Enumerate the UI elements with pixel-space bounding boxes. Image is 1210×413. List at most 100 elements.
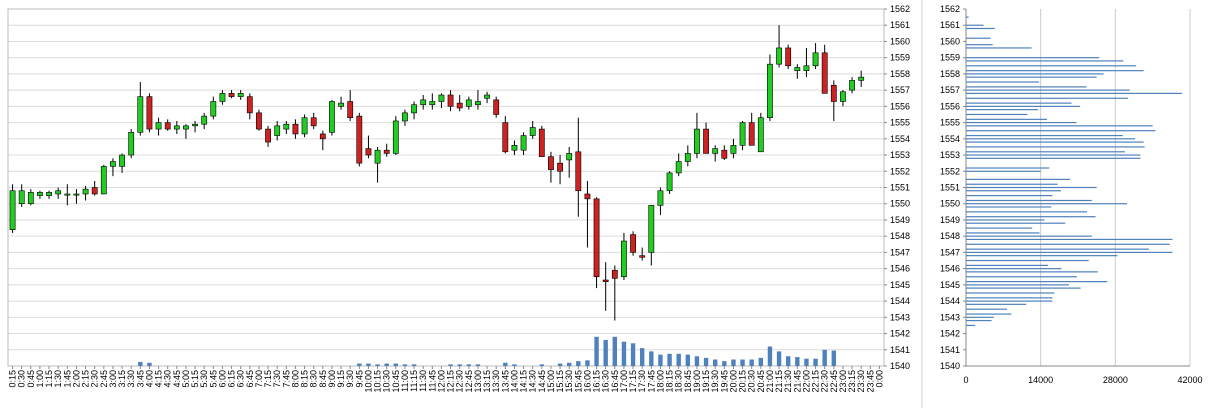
candle-body <box>64 193 71 196</box>
profile-bar <box>966 134 1123 137</box>
candle-body <box>639 255 646 258</box>
profile-bar <box>966 292 1055 294</box>
x-tick-label: 21:30 <box>783 370 793 393</box>
y-tick-label: 1551 <box>890 183 910 193</box>
candle-body <box>538 128 545 157</box>
candle-body <box>374 149 381 164</box>
profile-bar <box>966 319 992 322</box>
y-tick-label: 1552 <box>890 166 910 176</box>
x-tick-label: 12:45 <box>464 370 474 393</box>
x-tick-label: 20:45 <box>756 370 766 393</box>
profile-y-tick-label: 1548 <box>940 231 960 241</box>
candle-body <box>347 101 354 119</box>
candle-body <box>237 93 244 97</box>
profile-bar <box>966 60 1124 62</box>
candle-body <box>575 151 582 192</box>
profile-y-tick-label: 1544 <box>940 296 960 306</box>
y-tick-label: 1558 <box>890 69 910 79</box>
profile-bar <box>966 121 1077 124</box>
volume-bar <box>813 358 818 366</box>
x-tick-label: 16:00 <box>582 370 592 393</box>
x-tick-label: 14:30 <box>528 370 538 393</box>
profile-y-tick-label: 1558 <box>940 69 960 79</box>
main-gridlines <box>7 8 885 367</box>
candle-body <box>511 145 518 151</box>
x-tick-label: 7:45 <box>281 370 291 388</box>
profile-bar <box>966 24 984 26</box>
profile-y-tick-label: 1542 <box>940 329 960 339</box>
x-tick-label: 23:15 <box>847 370 857 393</box>
x-tick-label: 9:15 <box>336 370 346 388</box>
volume-bar <box>795 357 800 366</box>
volume-bar <box>384 363 389 366</box>
x-tick-label: 11:00 <box>400 370 410 392</box>
x-tick-label: 13:00 <box>473 370 483 393</box>
profile-bar <box>966 300 1053 302</box>
x-tick-label: 3:30 <box>126 370 136 388</box>
profile-bar <box>966 118 1048 120</box>
volume-bar <box>603 340 608 366</box>
volume-bar <box>138 361 143 366</box>
candle-body <box>666 172 673 192</box>
profile-bar <box>966 227 1033 229</box>
x-tick-label: 2:00 <box>71 370 81 388</box>
candle-body <box>383 149 390 154</box>
candle-body <box>657 190 664 206</box>
x-tick-label: 19:15 <box>701 370 711 393</box>
x-tick-label: 18:45 <box>683 370 693 393</box>
x-tick-label: 6:00 <box>217 370 227 388</box>
volume-bar <box>402 364 408 366</box>
profile-bar <box>966 190 1061 192</box>
candle-body <box>429 101 436 106</box>
x-tick-label: 16:30 <box>601 370 611 393</box>
profile-bar <box>966 238 1173 241</box>
candle-body <box>712 148 719 154</box>
x-tick-label: 9:45 <box>354 370 364 388</box>
candle-body <box>821 52 828 94</box>
candle-body <box>757 117 764 153</box>
volume-bar <box>712 359 718 366</box>
profile-bar <box>966 324 976 327</box>
profile-y-tick-label: 1553 <box>940 150 960 160</box>
y-tick-label: 1559 <box>890 53 910 63</box>
x-tick-label: 4:00 <box>144 370 154 388</box>
candle-body <box>46 192 52 196</box>
candle-body <box>785 47 792 67</box>
volume-bar <box>457 364 462 366</box>
candle-body <box>684 153 691 162</box>
candle-body <box>675 161 682 174</box>
x-tick-label: 17:30 <box>637 370 647 393</box>
volume-bar <box>639 348 645 366</box>
x-tick-label: 23:30 <box>856 370 866 393</box>
x-tick-label: 22:00 <box>801 370 811 393</box>
candle-body <box>411 104 417 114</box>
candle-body <box>82 188 89 195</box>
x-tick-label: 13:15 <box>482 370 492 393</box>
profile-bar <box>966 308 1008 310</box>
profile-y-tick-label: 1554 <box>940 134 960 144</box>
candle-body <box>520 135 527 151</box>
x-tick-label: 13:30 <box>491 370 501 393</box>
x-tick-label: 18:15 <box>665 370 675 393</box>
x-tick-label: 20:15 <box>738 370 748 393</box>
volume-bar <box>466 364 472 366</box>
candle-body <box>319 133 326 140</box>
x-tick-label: 16:45 <box>610 370 620 393</box>
profile-bar <box>966 284 1069 286</box>
profile-bar <box>966 178 1070 180</box>
volume-bar <box>831 350 837 366</box>
y-tick-label: 1560 <box>890 36 910 46</box>
volume-bar <box>411 364 417 366</box>
profile-bar <box>966 151 1125 153</box>
x-tick-label: 20:30 <box>747 370 757 393</box>
profile-bar <box>966 102 1072 104</box>
candle-body <box>9 190 16 230</box>
volume-bar <box>749 359 754 366</box>
profile-bar <box>966 271 1098 273</box>
candle-body <box>803 65 810 71</box>
volume-bar <box>585 360 590 366</box>
x-tick-label: 8:45 <box>318 370 328 388</box>
x-tick-label: 18:30 <box>674 370 684 393</box>
profile-bar <box>966 297 1053 299</box>
